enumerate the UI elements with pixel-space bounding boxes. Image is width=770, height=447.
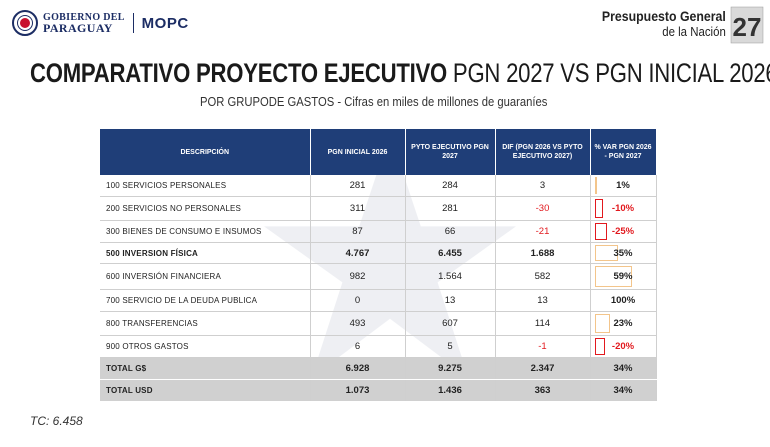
row-pyto2027: 284	[405, 175, 496, 197]
row-var: 100%	[590, 289, 657, 312]
row-dif: -30	[495, 196, 591, 221]
ministry-name: MOPC	[141, 14, 189, 32]
svg-text:27: 27	[733, 12, 762, 42]
variation-bar	[594, 266, 632, 287]
row-dif: 3	[495, 175, 591, 197]
table-row: 900 OTROS GASTOS 6 5 -1 -20%	[100, 335, 657, 358]
row-description: 500 INVERSION FÍSICA	[100, 242, 311, 264]
total-row: TOTAL G$ 6.928 9.275 2.347 34%	[100, 357, 657, 380]
total-row: TOTAL USD 1.073 1.436 363 34%	[100, 379, 657, 402]
row-dif: 582	[495, 263, 591, 290]
row-var: -25%	[590, 220, 657, 243]
table-row: 800 TRANSFERENCIAS 493 607 114 23%	[100, 311, 657, 336]
title-bold: COMPARATIVO PROYECTO EJECUTIVO	[30, 58, 448, 88]
row-var: 59%	[590, 263, 657, 290]
page-subtitle: POR GRUPODE GASTOS - Cifras en miles de …	[200, 95, 548, 109]
gov-line2: PARAGUAY	[43, 21, 113, 35]
total-description: TOTAL USD	[100, 379, 311, 402]
total-dif: 2.347	[495, 357, 591, 380]
variation-bar	[594, 338, 605, 355]
row-pyto2027: 66	[405, 220, 496, 243]
row-pyto2027: 1.564	[405, 263, 496, 290]
row-pgn2026: 311	[310, 196, 406, 221]
row-description: 100 SERVICIOS PERSONALES	[100, 175, 311, 197]
row-pgn2026: 493	[310, 311, 406, 336]
total-var: 34%	[590, 357, 657, 380]
variation-value: 59%	[613, 271, 633, 282]
variation-bar	[594, 245, 618, 261]
row-description: 600 INVERSIÓN FINANCIERA	[100, 263, 311, 290]
table-row: 100 SERVICIOS PERSONALES 281 284 3 1%	[100, 175, 657, 197]
row-var: 23%	[590, 311, 657, 336]
col-header-pgn2026: PGN INICIAL 2026	[310, 129, 406, 175]
total-pyto2027: 1.436	[405, 379, 496, 402]
row-dif: -1	[495, 335, 591, 358]
variation-bar	[594, 314, 611, 333]
total-pyto2027: 9.275	[405, 357, 496, 380]
row-description: 900 OTROS GASTOS	[100, 335, 311, 358]
total-var: 34%	[590, 379, 657, 402]
variation-bar	[594, 177, 598, 194]
row-var: 1%	[590, 175, 657, 197]
col-header-var: % VAR PGN 2026 - PGN 2027	[590, 129, 657, 175]
variation-value: 23%	[613, 318, 633, 329]
paraguay-seal-icon	[12, 10, 38, 36]
row-pgn2026: 0	[310, 289, 406, 312]
variation-value: 35%	[613, 247, 633, 259]
row-dif: -21	[495, 220, 591, 243]
row-description: 300 BIENES DE CONSUMO E INSUMOS	[100, 220, 311, 243]
row-var: -20%	[590, 335, 657, 358]
page-title: COMPARATIVO PROYECTO EJECUTIVO PGN 2027 …	[30, 58, 770, 89]
exchange-rate-note: TC: 6.458	[30, 414, 83, 428]
total-pgn2026: 6.928	[310, 357, 406, 380]
variation-bar	[594, 199, 603, 218]
table-header-row: DESCRIPCIÓN PGN INICIAL 2026 PYTO EJECUT…	[100, 129, 657, 175]
row-dif: 13	[495, 289, 591, 312]
col-header-pyto2027: PYTO EJECUTIVO PGN 2027	[405, 129, 496, 175]
title-normal: PGN 2027 VS PGN INICIAL 2026	[447, 58, 770, 88]
row-dif: 1.688	[495, 242, 591, 264]
total-description: TOTAL G$	[100, 357, 311, 380]
government-logo: GOBIERNO DEL PARAGUAY MOPC	[12, 10, 189, 36]
variation-bar	[594, 223, 607, 240]
row-dif: 114	[495, 311, 591, 336]
row-pgn2026: 6	[310, 335, 406, 358]
gov-line1: GOBIERNO DEL	[43, 12, 125, 23]
row-var: -10%	[590, 196, 657, 221]
row-pyto2027: 281	[405, 196, 496, 221]
row-pyto2027: 5	[405, 335, 496, 358]
row-var: 35%	[590, 242, 657, 264]
logo-divider	[132, 13, 134, 33]
budget-logo-text: Presupuesto General de la Nación	[585, 8, 726, 40]
budget-line1: Presupuesto General	[602, 8, 726, 24]
variation-value: 100%	[610, 295, 636, 306]
total-pgn2026: 1.073	[310, 379, 406, 402]
col-header-dif: DIF (PGN 2026 VS PYTO EJECUTIVO 2027)	[495, 129, 591, 175]
table-row: 600 INVERSIÓN FINANCIERA 982 1.564 582 59%	[100, 263, 657, 290]
total-dif: 363	[495, 379, 591, 402]
row-pyto2027: 6.455	[405, 242, 496, 264]
row-pyto2027: 13	[405, 289, 496, 312]
budget-27-logo-icon: 27	[730, 6, 764, 44]
variation-value: -25%	[611, 226, 635, 237]
variation-value: -20%	[611, 341, 635, 352]
table-row: 300 BIENES DE CONSUMO E INSUMOS 87 66 -21 -2…	[100, 220, 657, 243]
row-pgn2026: 982	[310, 263, 406, 290]
table-row: 200 SERVICIOS NO PERSONALES 311 281 -30 -10%	[100, 196, 657, 221]
comparison-table: DESCRIPCIÓN PGN INICIAL 2026 PYTO EJECUT…	[100, 129, 657, 402]
row-description: 700 SERVICIO DE LA DEUDA PUBLICA	[100, 289, 311, 312]
variation-value: -10%	[611, 203, 635, 214]
row-pgn2026: 87	[310, 220, 406, 243]
table-row: 700 SERVICIO DE LA DEUDA PUBLICA 0 13 13 100…	[100, 289, 657, 312]
variation-value: 1%	[616, 180, 630, 191]
budget-line2: de la Nación	[662, 24, 726, 39]
col-header-description: DESCRIPCIÓN	[100, 129, 311, 175]
row-pgn2026: 4.767	[310, 242, 406, 264]
row-pyto2027: 607	[405, 311, 496, 336]
table-row: 500 INVERSION FÍSICA 4.767 6.455 1.688 35%	[100, 242, 657, 264]
row-description: 800 TRANSFERENCIAS	[100, 311, 311, 336]
row-description: 200 SERVICIOS NO PERSONALES	[100, 196, 311, 221]
row-pgn2026: 281	[310, 175, 406, 197]
